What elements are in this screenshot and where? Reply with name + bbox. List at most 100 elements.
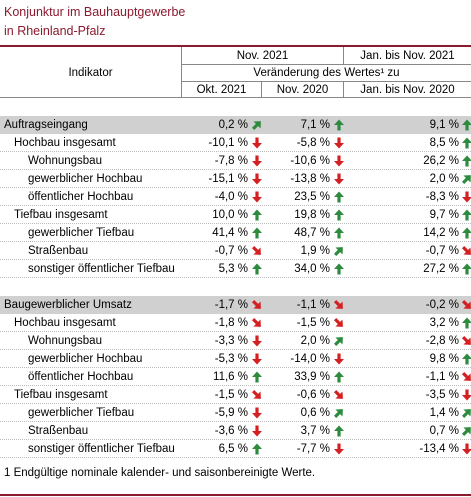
trend-arrow-up-icon bbox=[252, 443, 262, 455]
bottom-divider bbox=[0, 494, 471, 496]
cell-value: -1,5 % bbox=[214, 389, 248, 401]
trend-arrow-up-icon bbox=[252, 209, 262, 221]
trend-arrow-up-icon bbox=[462, 119, 471, 131]
header-nov-2020: Nov. 2020 bbox=[276, 83, 329, 96]
row-label: Straßenbau bbox=[28, 425, 89, 437]
trend-arrow-up-icon bbox=[252, 227, 262, 239]
header-jan-nov-2021: Jan. bis Nov. 2021 bbox=[360, 50, 455, 62]
cell-value: 34,0 % bbox=[294, 263, 330, 275]
cell-value: 1,4 % bbox=[429, 407, 459, 419]
trend-arrow-down-right-icon bbox=[461, 335, 471, 345]
cell-value: -13,4 % bbox=[419, 443, 459, 455]
panel-title: Konjunktur im Bauhauptgewerbe in Rheinla… bbox=[4, 3, 464, 41]
footnote: 1 Endgültige nominale kalender- und sais… bbox=[4, 467, 316, 479]
trend-arrow-down-icon bbox=[252, 191, 262, 203]
row-label: öffentlicher Hochbau bbox=[28, 191, 134, 203]
row-label: öffentlicher Hochbau bbox=[28, 371, 134, 383]
trend-arrow-down-icon bbox=[334, 137, 344, 149]
header-divider bbox=[261, 81, 262, 97]
cell-value: 0,2 % bbox=[218, 119, 248, 131]
table-row: Wohnungsbau -7,8 % -10,6 % 26,2 % bbox=[0, 152, 471, 170]
trend-arrow-up-icon bbox=[334, 119, 344, 131]
trend-arrow-up-right-icon bbox=[333, 337, 343, 347]
cell-value: 9,1 % bbox=[429, 119, 459, 131]
row-label: gewerblicher Tiefbau bbox=[28, 407, 135, 419]
cell-value: 5,3 % bbox=[218, 263, 248, 275]
trend-arrow-up-icon bbox=[334, 191, 344, 203]
cell-value: 9,7 % bbox=[429, 209, 459, 221]
header-change-label: Veränderung des Wertes¹ zu bbox=[253, 67, 400, 79]
header-divider bbox=[0, 97, 471, 98]
row-label: gewerblicher Tiefbau bbox=[28, 227, 135, 239]
table-row: Tiefbau insgesamt 10,0 % 19,8 % 9,7 % bbox=[0, 206, 471, 224]
trend-arrow-down-icon bbox=[334, 353, 344, 365]
trend-arrow-up-icon bbox=[462, 227, 471, 239]
row-label: Baugewerblicher Umsatz bbox=[4, 299, 132, 311]
table-row: sonstiger öffentlicher Tiefbau 5,3 % 34,0 … bbox=[0, 260, 471, 278]
indicator-header: Indikator bbox=[68, 66, 113, 79]
trend-arrow-up-right-icon bbox=[333, 409, 343, 419]
trend-arrow-up-icon bbox=[462, 317, 471, 329]
cell-value: -5,9 % bbox=[214, 407, 248, 419]
cell-value: -0,6 % bbox=[296, 389, 330, 401]
trend-arrow-down-icon bbox=[334, 173, 344, 185]
trend-arrow-up-right-icon bbox=[461, 175, 471, 185]
trend-arrow-up-icon bbox=[462, 137, 471, 149]
trend-arrow-down-right-icon bbox=[461, 299, 471, 309]
row-label: gewerblicher Hochbau bbox=[28, 173, 143, 185]
trend-arrow-down-icon bbox=[252, 425, 262, 437]
trend-arrow-down-right-icon bbox=[461, 245, 471, 255]
row-label: Tiefbau insgesamt bbox=[14, 209, 108, 221]
header-divider bbox=[181, 47, 182, 97]
section-row: Auftragseingang 0,2 % 7,1 % 9,1 % bbox=[0, 116, 471, 134]
cell-value: 0,6 % bbox=[300, 407, 330, 419]
cell-value: 48,7 % bbox=[294, 227, 330, 239]
trend-arrow-down-icon bbox=[334, 443, 344, 455]
trend-arrow-down-icon bbox=[252, 407, 262, 419]
header-jan-nov-2020: Jan. bis Nov. 2020 bbox=[360, 83, 455, 96]
trend-arrow-up-right-icon bbox=[251, 121, 261, 131]
cell-value: 27,2 % bbox=[423, 263, 459, 275]
row-label: Wohnungsbau bbox=[28, 335, 102, 347]
trend-arrow-down-icon bbox=[252, 353, 262, 365]
cell-value: 19,8 % bbox=[294, 209, 330, 221]
cell-value: -5,8 % bbox=[296, 137, 330, 149]
cell-value: 14,2 % bbox=[423, 227, 459, 239]
cell-value: -5,3 % bbox=[214, 353, 248, 365]
cell-value: -0,7 % bbox=[214, 245, 248, 257]
cell-value: -1,5 % bbox=[296, 317, 330, 329]
cell-value: -3,5 % bbox=[425, 389, 459, 401]
cell-value: 33,9 % bbox=[294, 371, 330, 383]
cell-value: -8,3 % bbox=[425, 191, 459, 203]
trend-arrow-up-icon bbox=[252, 263, 262, 275]
row-label: Hochbau insgesamt bbox=[14, 137, 116, 149]
trend-arrow-down-right-icon bbox=[333, 317, 343, 327]
table-row: Tiefbau insgesamt -1,5 % -0,6 % -3,5 % bbox=[0, 386, 471, 404]
cell-value: -15,1 % bbox=[208, 173, 248, 185]
table-row: gewerblicher Hochbau -15,1 % -13,8 % 2,0 % bbox=[0, 170, 471, 188]
table-row: öffentlicher Hochbau 11,6 % 33,9 % -1,1 % bbox=[0, 368, 471, 386]
header-divider bbox=[181, 81, 471, 82]
cell-value: -0,2 % bbox=[425, 299, 459, 311]
cell-value: -2,8 % bbox=[425, 335, 459, 347]
cell-value: -7,7 % bbox=[296, 443, 330, 455]
trend-arrow-up-icon bbox=[334, 371, 344, 383]
header-okt-2021: Okt. 2021 bbox=[196, 83, 247, 96]
cell-value: -1,1 % bbox=[296, 299, 330, 311]
trend-arrow-down-right-icon bbox=[251, 245, 261, 255]
table-row: Straßenbau -0,7 % 1,9 % -0,7 % bbox=[0, 242, 471, 260]
cell-value: -4,0 % bbox=[214, 191, 248, 203]
trend-arrow-down-right-icon bbox=[251, 389, 261, 399]
trend-arrow-down-right-icon bbox=[333, 389, 343, 399]
row-label: gewerblicher Hochbau bbox=[28, 353, 143, 365]
cell-value: 11,6 % bbox=[213, 371, 248, 383]
cell-value: 23,5 % bbox=[294, 191, 330, 203]
table-row: Wohnungsbau -3,3 % 2,0 % -2,8 % bbox=[0, 332, 471, 350]
section-row: Baugewerblicher Umsatz -1,7 % -1,1 % -0,2 % bbox=[0, 296, 471, 314]
cell-value: -1,7 % bbox=[214, 299, 248, 311]
header-divider bbox=[343, 81, 344, 97]
trend-arrow-up-icon bbox=[334, 425, 344, 437]
table-row: öffentlicher Hochbau -4,0 % 23,5 % -8,3 % bbox=[0, 188, 471, 206]
cell-value: -14,0 % bbox=[290, 353, 330, 365]
